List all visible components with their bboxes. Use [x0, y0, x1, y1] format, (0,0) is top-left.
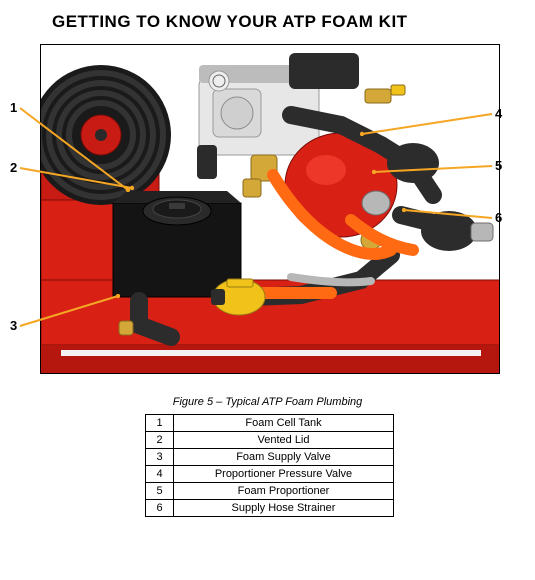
callout-number: 2	[10, 160, 17, 175]
legend-num: 4	[146, 466, 174, 483]
legend-row: 4Proportioner Pressure Valve	[146, 466, 394, 483]
callout-number: 5	[495, 158, 502, 173]
legend-label: Foam Cell Tank	[174, 415, 394, 432]
legend-row: 2Vented Lid	[146, 432, 394, 449]
diagram-svg	[41, 45, 500, 374]
plumbing-diagram	[40, 44, 500, 374]
callout-number: 3	[10, 318, 17, 333]
callout-number: 4	[495, 106, 502, 121]
callout-number: 6	[495, 210, 502, 225]
legend-label: Proportioner Pressure Valve	[174, 466, 394, 483]
legend-row: 3Foam Supply Valve	[146, 449, 394, 466]
legend-num: 5	[146, 483, 174, 500]
callout-number: 1	[10, 100, 17, 115]
legend-label: Supply Hose Strainer	[174, 500, 394, 517]
legend-num: 6	[146, 500, 174, 517]
legend-num: 3	[146, 449, 174, 466]
legend-row: 6Supply Hose Strainer	[146, 500, 394, 517]
page-title: GETTING TO KNOW YOUR ATP FOAM KIT	[52, 12, 408, 32]
figure-caption: Figure 5 – Typical ATP Foam Plumbing	[0, 396, 535, 408]
legend-num: 2	[146, 432, 174, 449]
legend-num: 1	[146, 415, 174, 432]
foam-cell-tank	[113, 191, 241, 297]
legend-row: 1Foam Cell Tank	[146, 415, 394, 432]
legend-label: Vented Lid	[174, 432, 394, 449]
legend-table: 1Foam Cell Tank2Vented Lid3Foam Supply V…	[145, 414, 394, 517]
legend-row: 5Foam Proportioner	[146, 483, 394, 500]
legend-label: Foam Supply Valve	[174, 449, 394, 466]
legend-label: Foam Proportioner	[174, 483, 394, 500]
